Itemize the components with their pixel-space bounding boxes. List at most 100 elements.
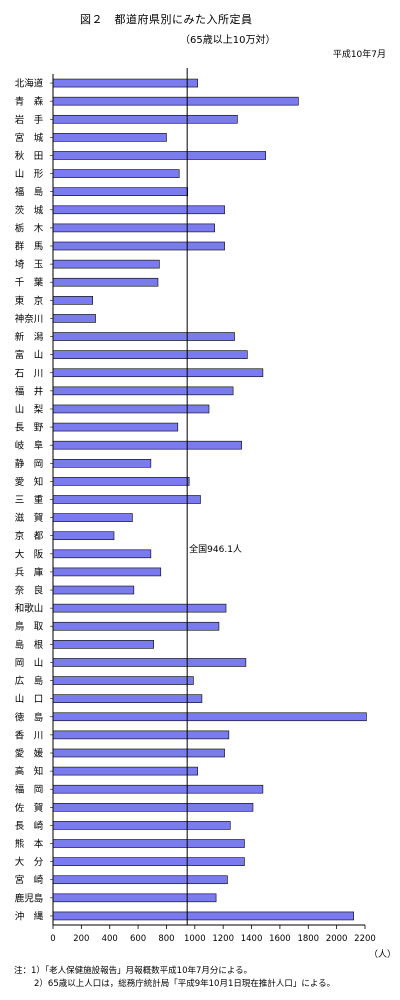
category-label: 熊 本	[15, 838, 44, 850]
chart-title: 図２ 都道府県別にみた入所定員	[80, 13, 253, 26]
category-label: 香 川	[15, 730, 44, 741]
bar	[52, 531, 115, 541]
category-label: 滋 賀	[15, 512, 44, 524]
category-label: 鳥 取	[15, 621, 44, 633]
bar	[52, 730, 230, 740]
category-label: 奈 良	[15, 585, 44, 597]
x-tick-label: 200	[73, 934, 89, 944]
category-label: 徳 島	[15, 711, 44, 723]
category-label: 東 京	[15, 295, 44, 307]
category-label: 岩 手	[15, 114, 44, 126]
category-label: 愛 知	[15, 476, 44, 488]
bar	[52, 893, 217, 903]
bar	[52, 205, 225, 215]
category-label: 山 形	[15, 168, 44, 180]
footnote-1: 注：1）「老人保健施設報告」月報概数平成10年7月分による。	[14, 966, 253, 976]
bar	[52, 821, 231, 830]
x-tick-label: 800	[158, 934, 174, 944]
bar	[52, 187, 189, 196]
category-label: 神奈川	[15, 313, 44, 325]
x-axis: 0 200 400 600 800 1000 1200 1400 1600 1800 2000 220…	[50, 74, 376, 944]
x-tick-label: 600	[130, 934, 146, 944]
bar	[52, 223, 215, 233]
category-label: 福 島	[15, 186, 44, 198]
category-label: 山 梨	[15, 403, 44, 415]
category-label: 愛 媛	[15, 747, 44, 759]
x-tick-label: 1200	[212, 934, 234, 944]
category-label: 大 阪	[15, 548, 44, 560]
bar	[52, 911, 354, 921]
category-label: 福 岡	[15, 784, 44, 796]
x-tick-label: 400	[102, 934, 118, 944]
bar	[52, 857, 245, 866]
category-label: 茨 城	[15, 204, 44, 216]
bar	[52, 658, 247, 667]
bar	[52, 151, 267, 160]
bar	[52, 621, 220, 631]
category-label: 富 山	[15, 349, 44, 361]
bar	[52, 495, 201, 504]
x-tick-label: 0	[50, 934, 55, 944]
category-label: 栃 木	[15, 222, 44, 234]
bar	[52, 875, 228, 885]
bar	[52, 676, 194, 685]
category-label: 岡 山	[15, 658, 44, 669]
category-label: 新 潟	[15, 331, 44, 343]
bar	[52, 640, 154, 649]
x-axis-unit-label: （人）	[369, 949, 396, 960]
x-tick-label: 1400	[241, 934, 263, 944]
category-label: 千 葉	[15, 277, 44, 289]
bar	[52, 803, 254, 812]
bar	[52, 259, 160, 269]
bar	[52, 694, 203, 703]
category-label: 北海道	[15, 78, 44, 90]
bar	[52, 133, 167, 142]
bar	[52, 603, 227, 613]
bar	[52, 766, 198, 776]
bar	[52, 458, 152, 468]
bar	[52, 712, 367, 722]
bar	[52, 332, 235, 341]
category-label: 山 口	[15, 694, 44, 705]
x-tick-label: 2000	[326, 934, 348, 944]
bar	[52, 513, 133, 522]
bars-layer	[52, 78, 367, 921]
category-label: 大 分	[15, 856, 44, 868]
footnotes: 注：1）「老人保健施設報告」月報概数平成10年7月分による。 2）65歳以上人口…	[14, 965, 335, 991]
category-label: 長 崎	[15, 820, 44, 832]
category-label: 秋 田	[15, 150, 44, 162]
category-label: 福 井	[15, 385, 44, 397]
category-label: 宮 城	[15, 132, 44, 144]
category-label: 三 重	[15, 494, 44, 506]
national-average-label: 全国946.1人	[189, 543, 242, 555]
bar	[52, 296, 94, 305]
bar	[52, 277, 159, 287]
category-label: 鹿児島	[15, 892, 44, 904]
category-label: 宮 崎	[15, 874, 44, 886]
category-label: 広 島	[15, 675, 44, 687]
chart-date: 平成10年7月	[332, 50, 386, 60]
category-label: 島 根	[15, 639, 44, 651]
category-label: 静 岡	[15, 458, 44, 470]
bar	[52, 477, 190, 486]
footnote-2: 2）65歳以上人口は，総務庁統計局「平成9年10月1日現在推計人口」による。	[34, 979, 336, 989]
chart-subtitle: （65歳以上10万対）	[180, 35, 276, 46]
bar	[52, 78, 198, 88]
bar	[52, 549, 152, 559]
x-tick-label: 1800	[297, 934, 319, 944]
bar	[52, 784, 264, 794]
x-tick-label: 1000	[184, 934, 206, 944]
bar	[52, 314, 96, 323]
bar	[52, 404, 210, 414]
bar	[52, 368, 264, 378]
x-tick-label: 1600	[269, 934, 291, 944]
bar	[52, 748, 225, 758]
bar	[52, 422, 179, 432]
category-label: 岐 阜	[15, 440, 44, 452]
bar	[52, 114, 238, 124]
category-label: 群 馬	[15, 241, 44, 253]
bar	[52, 386, 234, 396]
bar	[52, 839, 245, 848]
